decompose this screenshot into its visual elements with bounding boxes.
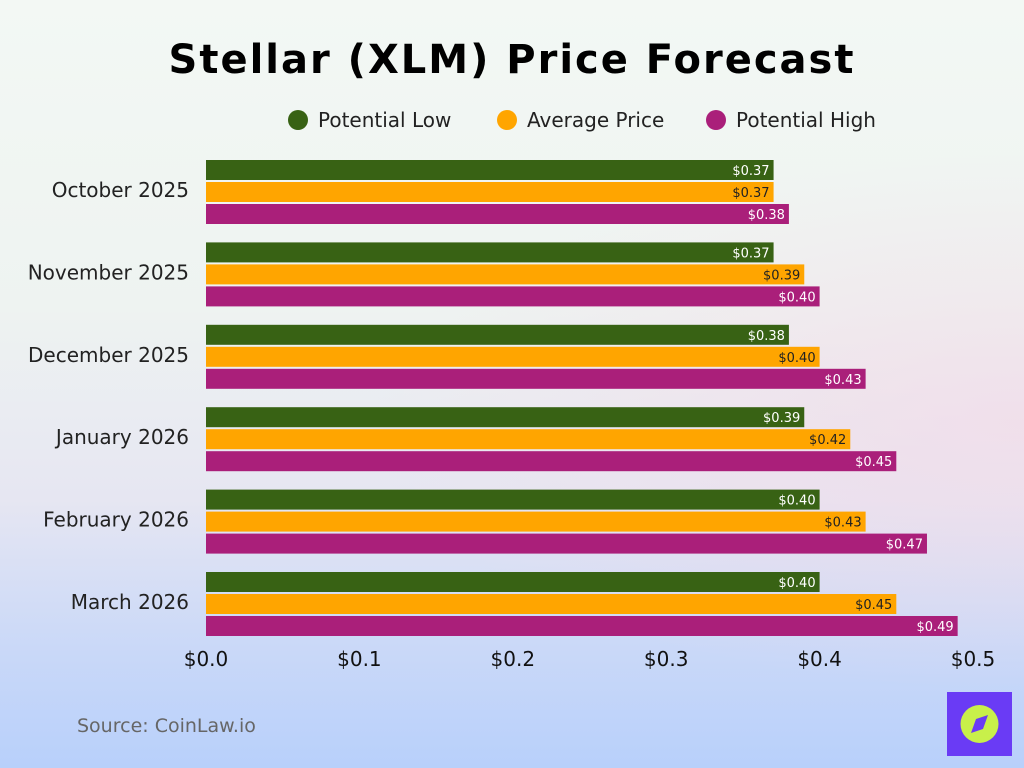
data-label: $0.45 bbox=[855, 598, 892, 613]
bar bbox=[206, 616, 958, 636]
source-note: Source: CoinLaw.io bbox=[77, 715, 256, 737]
legend: Potential Low Average Price Potential High bbox=[288, 108, 876, 132]
category-label: December 2025 bbox=[28, 343, 189, 367]
legend-marker bbox=[706, 110, 726, 130]
category-label: October 2025 bbox=[52, 178, 189, 202]
bar bbox=[206, 533, 927, 554]
data-label: $0.39 bbox=[763, 268, 800, 283]
bar bbox=[206, 242, 774, 263]
bar bbox=[206, 572, 820, 592]
data-label: $0.43 bbox=[824, 516, 861, 531]
bar bbox=[206, 286, 820, 307]
x-tick-label: $0.3 bbox=[644, 647, 689, 671]
category-label: November 2025 bbox=[28, 260, 189, 284]
bar bbox=[206, 160, 774, 180]
bar bbox=[206, 182, 774, 202]
legend-label: Potential Low bbox=[318, 108, 451, 132]
data-label: $0.40 bbox=[778, 290, 815, 305]
data-label: $0.45 bbox=[855, 455, 892, 470]
bars: October 2025 $0.37 $0.37 $0.38 November 2025… bbox=[28, 160, 958, 636]
data-label: $0.40 bbox=[778, 576, 815, 591]
bar bbox=[206, 451, 897, 472]
data-label: $0.43 bbox=[824, 373, 861, 388]
compass-needle bbox=[971, 715, 988, 733]
data-label: $0.37 bbox=[732, 246, 769, 261]
data-label: $0.38 bbox=[748, 208, 785, 223]
legend-marker bbox=[288, 110, 308, 130]
chart-title: Stellar (XLM) Price Forecast bbox=[169, 37, 856, 83]
data-label: $0.49 bbox=[916, 620, 953, 635]
legend-marker bbox=[497, 110, 517, 130]
data-label: $0.38 bbox=[748, 329, 785, 344]
bar bbox=[206, 346, 820, 367]
bar bbox=[206, 324, 789, 345]
bar bbox=[206, 594, 897, 614]
x-axis: $0.0 $0.1 $0.2 $0.3 $0.4 $0.5 bbox=[184, 647, 996, 671]
data-label: $0.47 bbox=[886, 538, 923, 553]
data-label: $0.40 bbox=[778, 494, 815, 509]
legend-label: Average Price bbox=[527, 108, 664, 132]
x-tick-label: $0.1 bbox=[337, 647, 382, 671]
x-tick-label: $0.4 bbox=[797, 647, 842, 671]
bar bbox=[206, 511, 866, 532]
data-label: $0.39 bbox=[763, 411, 800, 426]
category-label: January 2026 bbox=[54, 425, 189, 449]
data-label: $0.37 bbox=[732, 186, 769, 201]
x-tick-label: $0.5 bbox=[951, 647, 996, 671]
category-label: March 2026 bbox=[71, 590, 189, 614]
category-label: February 2026 bbox=[43, 508, 189, 532]
x-tick-label: $0.2 bbox=[491, 647, 536, 671]
data-label: $0.42 bbox=[809, 433, 846, 448]
x-tick-label: $0.0 bbox=[184, 647, 229, 671]
bar bbox=[206, 489, 820, 510]
bar bbox=[206, 264, 805, 285]
bar bbox=[206, 429, 851, 450]
data-label: $0.37 bbox=[732, 164, 769, 179]
bar bbox=[206, 368, 866, 389]
legend-label: Potential High bbox=[736, 108, 876, 132]
bar bbox=[206, 407, 805, 428]
bar bbox=[206, 204, 789, 224]
logo bbox=[947, 692, 1012, 756]
data-label: $0.40 bbox=[778, 351, 815, 366]
